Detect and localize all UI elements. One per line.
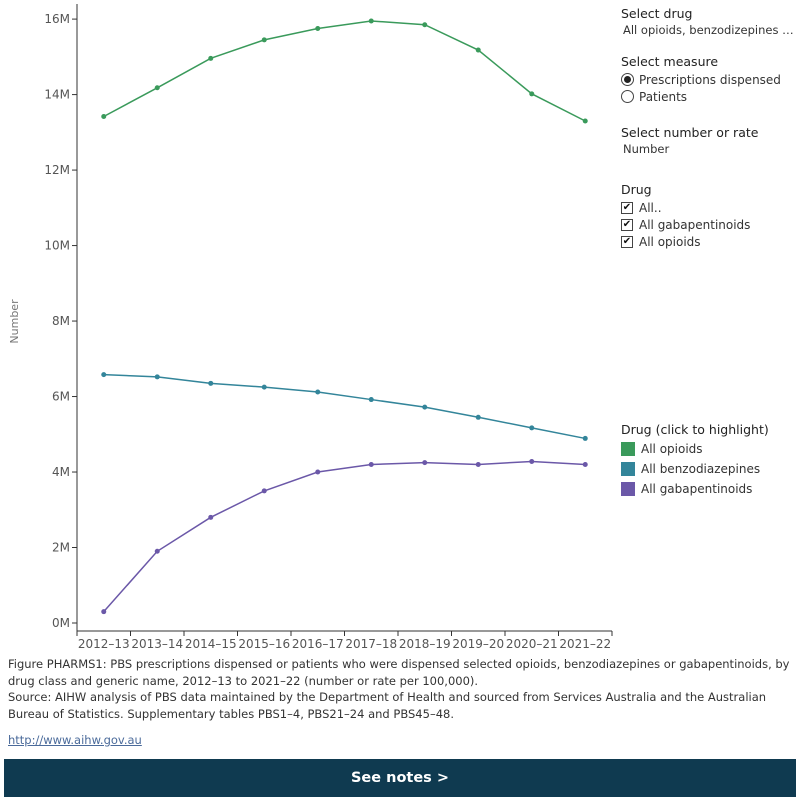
data-point	[101, 372, 107, 378]
legend-title: Drug (click to highlight)	[621, 422, 769, 437]
data-point	[101, 113, 107, 119]
data-point	[315, 469, 321, 475]
data-point	[582, 118, 588, 124]
data-point	[422, 404, 428, 410]
data-point	[529, 91, 535, 97]
x-tick-label: 2013–14	[131, 637, 183, 650]
x-tick-label: 2019–20	[452, 637, 504, 650]
drug-filter-gabapentinoids[interactable]: ✔ All gabapentinoids	[621, 216, 796, 233]
x-tick-label: 2016–17	[292, 637, 344, 650]
data-point	[154, 374, 160, 380]
data-point	[261, 488, 267, 494]
radio-unselected-icon	[621, 90, 634, 103]
drug-filter-label: All..	[639, 200, 662, 215]
y-tick-label: 4M	[52, 465, 70, 479]
x-tick-label: 2021–22	[559, 637, 611, 650]
data-point	[368, 18, 374, 24]
data-point	[315, 26, 321, 32]
select-drug-dropdown[interactable]: All opioids, benzodizepines a..	[623, 23, 796, 37]
x-tick-label: 2018–19	[399, 637, 451, 650]
y-axis-title: Number	[8, 299, 21, 344]
y-tick-label: 12M	[44, 163, 70, 177]
data-point	[315, 389, 321, 395]
radio-selected-icon	[621, 73, 634, 86]
x-tick-label: 2014–15	[185, 637, 237, 650]
data-point	[475, 461, 481, 467]
aihw-link[interactable]: http://www.aihw.gov.au	[8, 733, 142, 747]
legend-item-opioids[interactable]: All opioids	[621, 439, 796, 459]
data-point	[475, 414, 481, 420]
drug-filter-title: Drug	[621, 182, 652, 197]
data-point	[529, 458, 535, 464]
series-line	[103, 460, 586, 613]
data-point	[261, 37, 267, 43]
line-chart: 0M 2M 4M 6M 8M 10M 12M 14M 16M 2012–13 2013–14 2014…	[8, 4, 613, 650]
x-tick-label: 2017–18	[345, 637, 397, 650]
legend-item-gabapentinoids[interactable]: All gabapentinoids	[621, 479, 796, 499]
see-notes-button[interactable]: See notes >	[4, 759, 796, 797]
data-point	[582, 435, 588, 441]
data-point	[422, 460, 428, 466]
data-point	[154, 548, 160, 554]
data-point	[368, 397, 374, 403]
x-tick-label: 2012–13	[78, 637, 130, 650]
legend-swatch	[621, 442, 635, 456]
measure-option-patients[interactable]: Patients	[621, 88, 796, 105]
select-number-rate-title: Select number or rate	[621, 125, 759, 140]
data-point	[154, 85, 160, 91]
drug-filter-label: All gabapentinoids	[639, 217, 751, 232]
data-point	[208, 380, 214, 386]
y-tick-label: 6M	[52, 390, 70, 404]
checkbox-checked-icon: ✔	[621, 201, 633, 214]
x-tick-label: 2020–21	[506, 637, 558, 650]
y-tick-label: 10M	[44, 239, 70, 253]
y-tick-label: 0M	[52, 616, 70, 630]
caption-source-text: Source: AIHW analysis of PBS data mainta…	[8, 690, 767, 721]
data-point	[368, 461, 374, 467]
data-point	[529, 425, 535, 431]
drug-filter-opioids[interactable]: ✔ All opioids	[621, 233, 796, 250]
measure-option-label: Patients	[639, 89, 688, 104]
legend-label: All gabapentinoids	[641, 482, 753, 496]
data-point	[582, 461, 588, 467]
select-measure-title: Select measure	[621, 54, 719, 69]
figure-caption: Figure PHARMS1: PBS prescriptions dispen…	[8, 656, 793, 722]
data-point	[261, 384, 267, 390]
legend-item-benzodiazepines[interactable]: All benzodiazepines	[621, 459, 796, 479]
data-point	[475, 47, 481, 53]
legend-label: All opioids	[641, 442, 703, 456]
caption-figure-text: Figure PHARMS1: PBS prescriptions dispen…	[8, 657, 790, 688]
select-drug-title: Select drug	[621, 6, 693, 21]
legend-label: All benzodiazepines	[641, 462, 761, 476]
data-point	[208, 55, 214, 61]
series-line	[103, 373, 586, 440]
data-point	[208, 514, 214, 520]
data-point	[422, 22, 428, 28]
series-line	[103, 20, 586, 122]
y-tick-label: 16M	[44, 12, 70, 26]
filter-panel: Select drug All opioids, benzodizepines …	[621, 6, 796, 499]
measure-option-prescriptions[interactable]: Prescriptions dispensed	[621, 71, 796, 88]
measure-option-label: Prescriptions dispensed	[639, 72, 781, 87]
x-tick-label: 2015–16	[238, 637, 290, 650]
y-tick-label: 2M	[52, 541, 70, 555]
checkbox-checked-icon: ✔	[621, 218, 633, 231]
data-point	[101, 609, 107, 615]
legend-swatch	[621, 462, 635, 476]
legend-swatch	[621, 482, 635, 496]
y-tick-label: 8M	[52, 314, 70, 328]
checkbox-checked-icon: ✔	[621, 235, 633, 248]
drug-filter-label: All opioids	[639, 234, 701, 249]
number-rate-dropdown[interactable]: Number	[623, 142, 670, 156]
drug-filter-all[interactable]: ✔ All..	[621, 199, 796, 216]
y-tick-label: 14M	[44, 88, 70, 102]
